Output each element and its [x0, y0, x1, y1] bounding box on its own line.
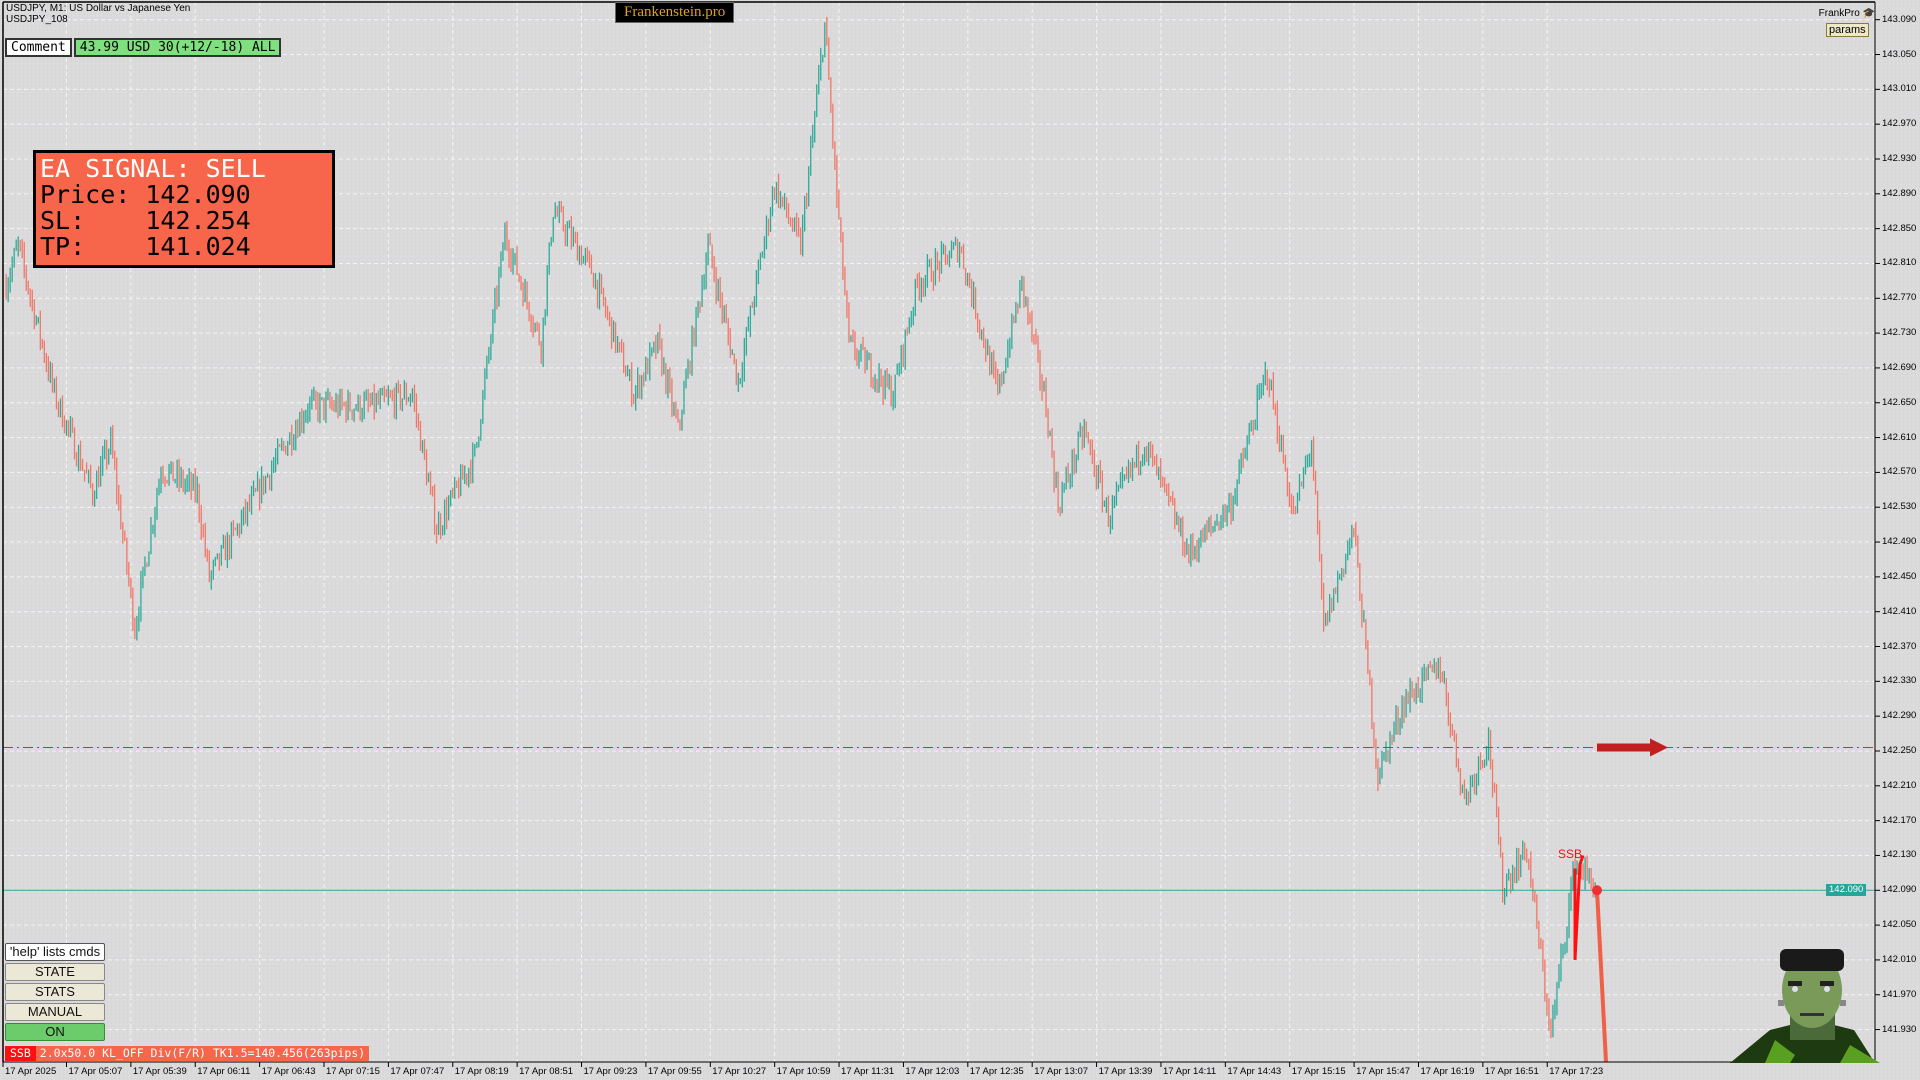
x-tick-label: 17 Apr 2025: [5, 1066, 57, 1077]
comment-bar: Comment 43.99 USD 30(+12/-18) ALL: [5, 38, 282, 57]
on-toggle-button[interactable]: ON: [5, 1023, 105, 1041]
arrow-right-icon: [1597, 738, 1668, 757]
y-tick-label: 142.090: [1882, 884, 1917, 896]
x-tick-label: 17 Apr 08:19: [454, 1066, 509, 1077]
y-tick-label: 142.890: [1882, 187, 1917, 199]
signal-price: Price: 142.090: [40, 180, 251, 209]
graduation-cap-icon[interactable]: 🎓: [1862, 8, 1875, 19]
y-tick-label: 142.610: [1882, 431, 1917, 443]
x-tick-label: 17 Apr 05:07: [68, 1066, 123, 1077]
x-tick-label: 17 Apr 13:39: [1098, 1066, 1153, 1077]
help-command-input[interactable]: 'help' lists cmds: [5, 943, 105, 961]
current-price-tag: 142.090: [1826, 884, 1867, 897]
x-tick-label: 17 Apr 09:23: [583, 1066, 638, 1077]
y-tick-label: 142.730: [1882, 327, 1917, 339]
x-tick-label: 17 Apr 05:39: [132, 1066, 187, 1077]
x-tick-label: 17 Apr 10:59: [776, 1066, 831, 1077]
y-tick-label: 142.970: [1882, 118, 1917, 130]
signal-tp: TP: 141.024: [40, 232, 251, 261]
symbol-subtitle: USDJPY_108: [6, 14, 68, 25]
x-tick-label: 17 Apr 16:19: [1420, 1066, 1475, 1077]
x-tick-label: 17 Apr 07:15: [325, 1066, 380, 1077]
stats-button[interactable]: STATS: [5, 983, 105, 1001]
x-tick-label: 17 Apr 12:35: [969, 1066, 1024, 1077]
y-tick-label: 142.250: [1882, 744, 1917, 756]
entry-marker-icon: [1592, 885, 1602, 896]
y-tick-label: 141.970: [1882, 988, 1917, 1000]
ssb-status-bar: SSB 2.0x50.0 KL_OFF Div(F/R) TK1.5=140.4…: [5, 1046, 370, 1061]
frankenstein-mascot-icon: [1730, 949, 1880, 1063]
x-tick-label: 17 Apr 10:27: [712, 1066, 767, 1077]
ssb-tag: SSB: [5, 1046, 36, 1061]
manual-button[interactable]: MANUAL: [5, 1003, 105, 1021]
signal-sl: SL: 142.254: [40, 206, 251, 235]
x-tick-label: 17 Apr 15:47: [1356, 1066, 1410, 1077]
state-button[interactable]: STATE: [5, 963, 105, 981]
y-tick-label: 142.490: [1882, 536, 1917, 548]
x-tick-label: 17 Apr 15:15: [1291, 1066, 1346, 1077]
x-tick-label: 17 Apr 17:23: [1549, 1066, 1604, 1077]
x-tick-label: 17 Apr 13:07: [1034, 1066, 1089, 1077]
y-tick-label: 143.090: [1882, 13, 1917, 25]
y-tick-label: 142.850: [1882, 222, 1917, 234]
ea-signal-box: EA SIGNAL: SELL Price: 142.090 SL: 142.2…: [33, 150, 335, 268]
y-tick-label: 142.690: [1882, 361, 1917, 373]
y-tick-label: 142.930: [1882, 152, 1917, 164]
ssb-marker-label: SSB: [1558, 847, 1583, 862]
drop-to-tp-line: [1595, 890, 1608, 1063]
x-tick-label: 17 Apr 06:11: [197, 1066, 251, 1077]
y-tick-label: 142.650: [1882, 396, 1917, 408]
x-tick-label: 17 Apr 07:47: [390, 1066, 445, 1077]
y-tick-label: 143.050: [1882, 48, 1917, 60]
y-tick-label: 141.930: [1882, 1023, 1917, 1035]
comment-value: 43.99 USD 30(+12/-18) ALL: [73, 38, 282, 57]
comment-label: Comment: [5, 38, 72, 57]
y-tick-label: 143.010: [1882, 83, 1917, 95]
x-tick-label: 17 Apr 09:55: [647, 1066, 702, 1077]
x-tick-label: 17 Apr 16:51: [1484, 1066, 1539, 1077]
y-tick-label: 142.170: [1882, 814, 1917, 826]
y-tick-label: 142.810: [1882, 257, 1917, 269]
y-tick-label: 142.130: [1882, 849, 1917, 861]
params-button[interactable]: params: [1826, 23, 1869, 37]
y-tick-label: 142.570: [1882, 466, 1917, 478]
x-tick-label: 17 Apr 08:51: [519, 1066, 574, 1077]
command-panel: 'help' lists cmds STATE STATS MANUAL ON: [5, 943, 105, 1043]
frankpro-name: FrankPro: [1818, 8, 1860, 19]
y-tick-label: 142.370: [1882, 640, 1917, 652]
ssb-status-text: 2.0x50.0 KL_OFF Div(F/R) TK1.5=140.456(2…: [35, 1046, 370, 1061]
y-tick-label: 142.530: [1882, 501, 1917, 513]
y-tick-label: 142.450: [1882, 570, 1917, 582]
x-tick-label: 17 Apr 11:31: [841, 1066, 895, 1077]
y-tick-label: 142.210: [1882, 779, 1917, 791]
ssb-trade-line: [1573, 854, 1585, 961]
y-tick-label: 142.770: [1882, 292, 1917, 304]
frankpro-label: FrankPro 🎓: [1819, 8, 1875, 19]
y-tick-label: 142.330: [1882, 675, 1917, 687]
x-tick-label: 17 Apr 06:43: [261, 1066, 316, 1077]
y-tick-label: 142.290: [1882, 710, 1917, 722]
symbol-title: USDJPY, M1: US Dollar vs Japanese Yen: [6, 3, 191, 14]
y-tick-label: 142.010: [1882, 953, 1917, 965]
y-tick-label: 142.410: [1882, 605, 1917, 617]
candles: [5, 16, 1596, 1039]
signal-title: EA SIGNAL: SELL: [40, 154, 266, 183]
x-tick-label: 17 Apr 14:11: [1162, 1066, 1217, 1077]
brand-logo[interactable]: Frankenstein.pro: [615, 2, 735, 23]
x-tick-label: 17 Apr 12:03: [905, 1066, 960, 1077]
x-tick-label: 17 Apr 14:43: [1227, 1066, 1282, 1077]
y-tick-label: 142.050: [1882, 919, 1917, 931]
